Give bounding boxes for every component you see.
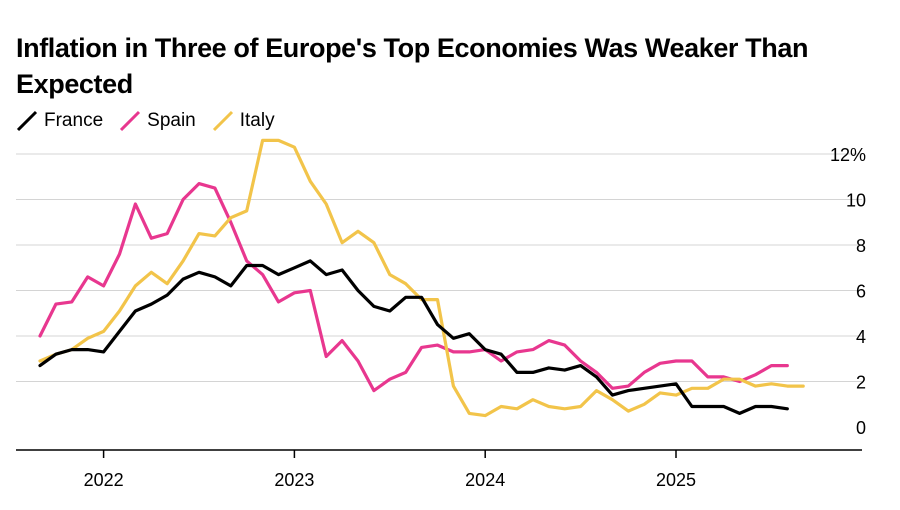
y-tick-label-0: 0 — [856, 418, 866, 438]
legend-label-spain: Spain — [147, 110, 196, 131]
series-line-france — [38, 259, 789, 415]
legend-item-spain: Spain — [119, 110, 196, 132]
y-tick-label-8: 8 — [856, 236, 866, 256]
x-tick-label-2022: 2022 — [84, 470, 124, 490]
legend: France Spain Italy — [16, 110, 291, 132]
series-line-italy — [38, 138, 805, 418]
x-tick-label-2023: 2023 — [274, 470, 314, 490]
legend-label-france: France — [44, 110, 104, 131]
series-line-spain — [38, 182, 789, 393]
legend-swatch-italy — [212, 110, 233, 132]
x-tick-label-2025: 2025 — [656, 470, 696, 490]
y-tick-label-6: 6 — [856, 282, 866, 302]
y-tick-label-2: 2 — [856, 373, 866, 393]
legend-item-france: France — [16, 110, 103, 132]
legend-swatch-spain — [120, 110, 141, 132]
y-tick-label-10: 10 — [846, 191, 866, 211]
legend-swatch-france — [16, 110, 38, 132]
legend-item-italy: Italy — [212, 110, 275, 132]
y-tick-label-12: 12% — [830, 145, 866, 165]
y-tick-label-4: 4 — [856, 327, 866, 347]
legend-label-italy: Italy — [239, 110, 275, 131]
x-tick-label-2024: 2024 — [465, 470, 505, 490]
chart-title: Inflation in Three of Europe's Top Econo… — [16, 33, 809, 99]
